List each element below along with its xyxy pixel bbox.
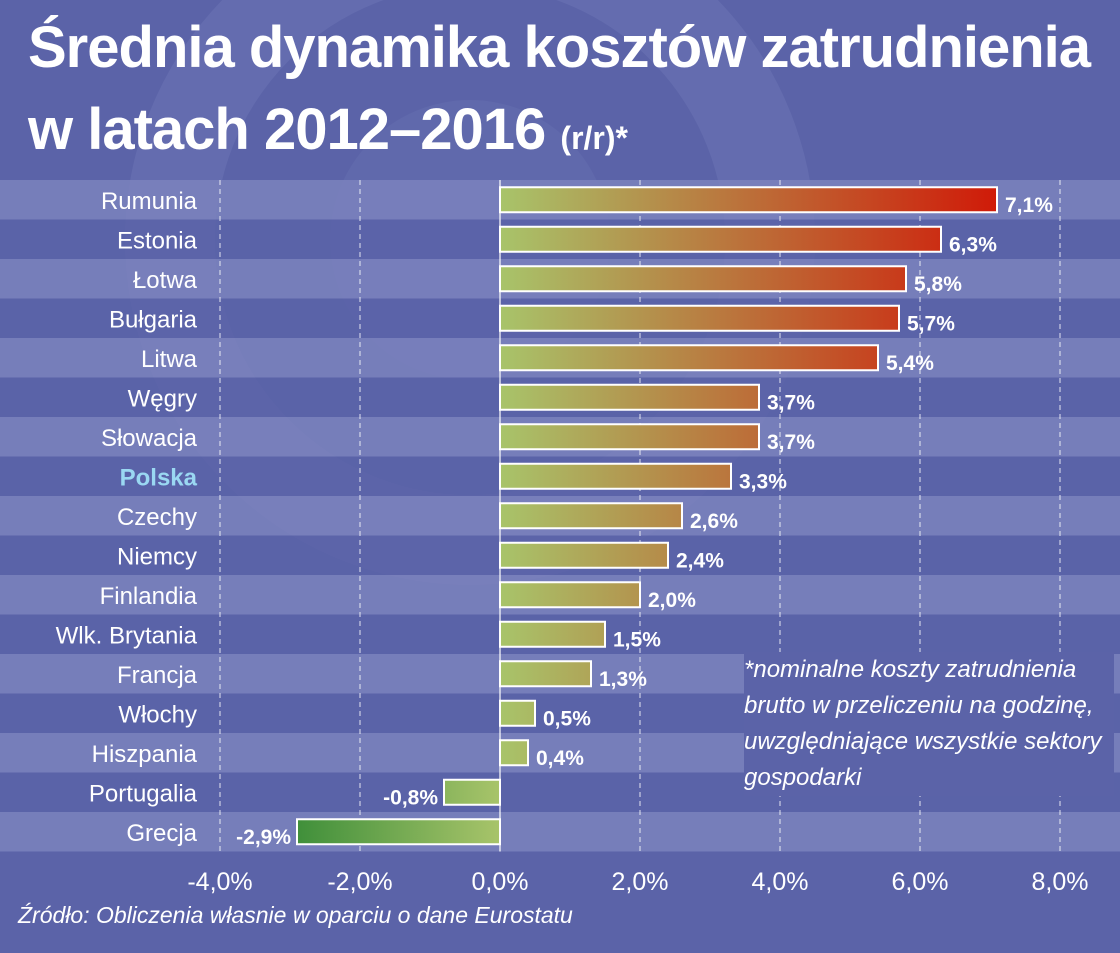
value-label: 3,7% (767, 391, 815, 414)
value-labels: 7,1% 6,3% 5,8% 5,7% 5,4% 3,7% 3,7% 3,3%2,6% 2,4%… (236, 194, 1053, 849)
value-label: 6,3% (949, 233, 997, 256)
value-label: 0,4% (536, 747, 584, 770)
x-tick-labels: -4,0% -2,0% 0,0% 2,0% 4,0% 6,0% 8,0% (187, 868, 1088, 896)
bar (499, 304, 900, 332)
category-label: Polska (120, 464, 198, 491)
bar (499, 541, 669, 569)
category-label: Estonia (117, 227, 198, 254)
bar (499, 699, 536, 727)
bar (499, 620, 606, 648)
category-label: Francja (117, 662, 198, 689)
bar (499, 344, 879, 372)
value-label: 5,4% (886, 352, 934, 375)
value-label: 2,0% (648, 589, 696, 612)
category-label: Portugalia (89, 780, 198, 807)
source-note: Źródło: Obliczenia własnie w oparciu o d… (18, 902, 573, 928)
category-label: Czechy (117, 504, 197, 531)
bar (499, 383, 760, 411)
bar (499, 660, 592, 688)
value-label: 5,8% (914, 273, 962, 296)
value-label: -0,8% (383, 786, 438, 809)
value-label: 3,7% (767, 431, 815, 454)
category-label: Węgry (128, 385, 197, 412)
category-label: Włochy (118, 701, 197, 728)
category-label: Litwa (141, 346, 198, 373)
bar (499, 423, 760, 451)
bar (499, 462, 732, 490)
value-label: 2,4% (676, 549, 724, 572)
footnote: *nominalne koszty zatrudnienia brutto w … (744, 652, 1114, 796)
bar (499, 581, 641, 609)
bar (499, 265, 907, 293)
title-years: w latach 2012–2016 (28, 97, 546, 162)
title-unit: (r/r)* (560, 120, 628, 156)
value-label: 0,5% (543, 707, 591, 730)
x-tick-label: 0,0% (472, 868, 529, 896)
category-label: Wlk. Brytania (56, 622, 198, 649)
x-tick-label: -2,0% (327, 868, 392, 896)
category-label: Finlandia (100, 583, 198, 610)
category-label: Rumunia (101, 188, 198, 215)
value-label: 1,3% (599, 668, 647, 691)
value-label: -2,9% (236, 826, 291, 849)
x-tick-label: 2,0% (612, 868, 669, 896)
bars (296, 186, 998, 846)
bar (443, 778, 501, 806)
category-labels: Rumunia Estonia Łotwa Bułgaria Litwa Węgry Sło… (56, 188, 198, 847)
value-label: 2,6% (690, 510, 738, 533)
bar (499, 186, 998, 214)
x-tick-label: -4,0% (187, 868, 252, 896)
row-stripe (0, 812, 1120, 852)
category-label: Słowacja (101, 425, 198, 452)
chart-title-line2: w latach 2012–2016 (r/r)* (28, 96, 628, 163)
category-label: Niemcy (117, 543, 197, 570)
value-label: 1,5% (613, 628, 661, 651)
category-label: Łotwa (133, 267, 198, 294)
value-label: 5,7% (907, 312, 955, 335)
bar (499, 225, 942, 253)
chart-title: Średnia dynamika kosztów zatrudnienia (28, 15, 1091, 80)
category-label: Hiszpania (92, 741, 198, 768)
x-tick-label: 4,0% (752, 868, 809, 896)
x-tick-label: 6,0% (892, 868, 949, 896)
category-label: Grecja (126, 820, 197, 847)
x-tick-label: 8,0% (1032, 868, 1089, 896)
bar (499, 502, 683, 530)
bar (296, 818, 501, 846)
value-label: 3,3% (739, 470, 787, 493)
bar (499, 739, 529, 767)
category-label: Bułgaria (109, 306, 198, 333)
value-label: 7,1% (1005, 194, 1053, 217)
